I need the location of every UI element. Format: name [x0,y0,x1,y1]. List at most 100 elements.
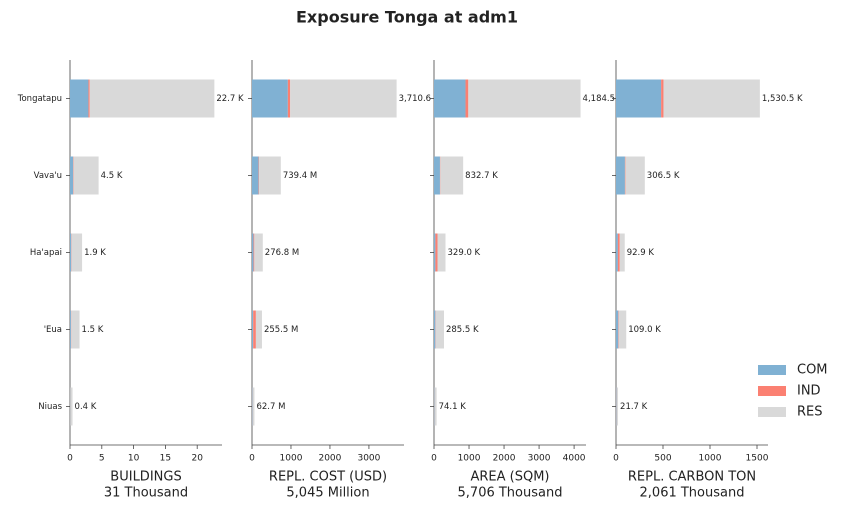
x-tick-label: 10 [128,454,140,464]
bar-segment [255,310,262,349]
total-label: 4,184.5 K [583,94,624,104]
bar-segment [254,233,263,272]
x-axis-label: AREA (SQM) [470,470,549,485]
bar-segment [437,233,446,272]
bar-segment [616,387,619,426]
total-label: 0.4 K [75,402,97,412]
bar-segment [440,156,464,195]
legend-label: COM [797,363,828,378]
bar-segment [70,156,74,195]
x-tick-label: 0 [431,454,437,464]
legend-label: RES [797,405,823,420]
legend-swatch [758,407,786,417]
total-label: 3,710.6 M [399,94,441,104]
legend-swatch [758,365,786,375]
bar-segment [252,156,259,195]
bar-segment [253,310,256,349]
total-label: 276.8 M [265,248,299,258]
x-tick-label: 1000 [458,454,481,464]
bar-segment [434,156,440,195]
y-tick-label: Ha'apai [30,248,62,258]
x-tick-label: 4000 [563,454,586,464]
total-label: 255.5 M [264,325,298,335]
x-tick-label: 2000 [318,454,341,464]
bar-segment [616,310,619,349]
bar-segment [661,79,664,118]
x-tick-label: 1000 [280,454,303,464]
bar-segment [70,79,89,118]
bar-segment [625,156,645,195]
x-tick-label: 0 [67,454,73,464]
bar-segment [435,233,438,272]
bar-segment [616,156,625,195]
x-tick-label: 0 [249,454,255,464]
bar-segment [71,233,83,272]
bar-segment [435,310,444,349]
bar-segment [252,233,254,272]
bar-segment [434,310,436,349]
bar-segment [70,310,71,349]
legend-swatch [758,386,786,396]
total-label: 62.7 M [256,402,285,412]
bar-segment [252,310,254,349]
x-tick-label: 500 [654,454,671,464]
x-axis-subtitle: 5,706 Thousand [458,486,563,501]
total-label: 306.5 K [647,171,680,181]
x-tick-label: 3000 [528,454,551,464]
total-label: 1,530.5 K [762,94,803,104]
x-tick-label: 0 [613,454,619,464]
x-axis-subtitle: 5,045 Million [286,486,369,501]
bar-segment [618,310,627,349]
y-tick-label: 'Eua [44,325,62,335]
total-label: 92.9 K [627,248,655,258]
bar-segment [71,310,80,349]
x-tick-label: 2000 [493,454,516,464]
bar-segment [73,156,99,195]
bar-segment [290,79,397,118]
x-tick-label: 15 [160,454,171,464]
bar-segment [89,79,215,118]
x-axis-label: BUILDINGS [110,470,181,485]
bar-segment [663,79,760,118]
y-tick-label: Vava'u [34,171,62,181]
total-label: 832.7 K [465,171,498,181]
total-label: 1.5 K [82,325,104,335]
bar-segment [253,233,255,272]
total-label: 22.7 K [216,94,244,104]
y-tick-label: Tongatapu [17,94,62,104]
bar-segment [616,79,662,118]
total-label: 21.7 K [620,402,648,412]
bar-segment [259,156,281,195]
bar-segment [88,79,90,118]
total-label: 285.5 K [446,325,479,335]
bar-segment [287,79,291,118]
bar-segment [252,79,288,118]
bar-segment [70,387,73,426]
bar-segment [434,387,437,426]
legend-label: IND [797,384,821,399]
x-axis-label: REPL. CARBON TON [628,470,756,485]
total-label: 1.9 K [84,248,106,258]
bar-segment [616,233,618,272]
total-label: 739.4 M [283,171,317,181]
total-label: 109.0 K [628,325,661,335]
x-tick-label: 20 [191,454,203,464]
x-tick-label: 1000 [699,454,722,464]
y-tick-label: Niuas [38,402,62,412]
bar-segment [468,79,581,118]
bar-segment [252,387,255,426]
x-tick-label: 5 [99,454,105,464]
bar-segment [434,79,466,118]
bar-segment [617,233,620,272]
total-label: 74.1 K [439,402,467,412]
bar-segment [619,233,625,272]
x-tick-label: 1500 [746,454,769,464]
bar-segment [465,79,469,118]
x-axis-label: REPL. COST (USD) [269,470,387,485]
total-label: 329.0 K [448,248,481,258]
x-axis-subtitle: 2,061 Thousand [640,486,745,501]
figure-title: Exposure Tonga at adm1 [296,8,518,27]
x-axis-subtitle: 31 Thousand [104,486,188,501]
total-label: 4.5 K [101,171,123,181]
